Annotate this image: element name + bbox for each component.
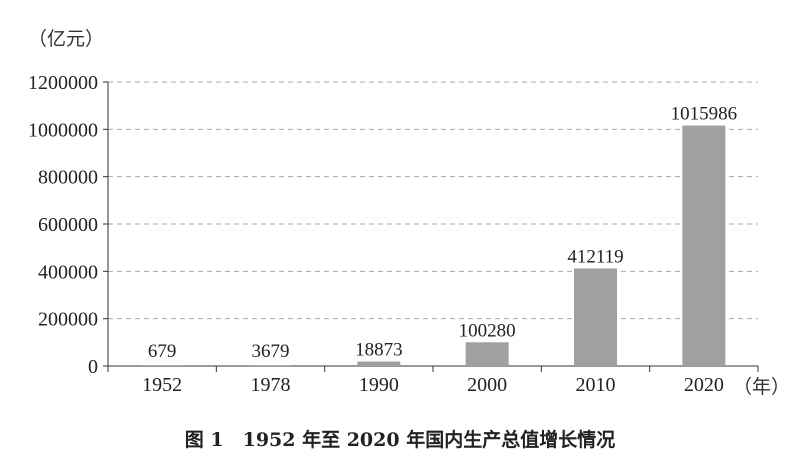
y-tick-label: 400000 bbox=[38, 261, 98, 283]
y-tick-label: 800000 bbox=[38, 167, 98, 189]
bar-1990 bbox=[357, 361, 401, 366]
bar-2000 bbox=[465, 342, 509, 366]
y-axis-unit: （亿元） bbox=[28, 28, 105, 50]
y-tick-label: 1200000 bbox=[28, 72, 98, 94]
y-tick-label: 0 bbox=[88, 356, 98, 378]
y-tick-label: 1000000 bbox=[28, 119, 98, 141]
x-tick-label-1978: 1978 bbox=[251, 374, 291, 396]
bar-2010 bbox=[574, 268, 617, 366]
x-tick-label-2000: 2000 bbox=[467, 374, 507, 396]
bar-2020 bbox=[682, 125, 726, 366]
x-axis-unit: （年） bbox=[733, 376, 791, 398]
data-label-1990: 18873 bbox=[355, 340, 403, 361]
data-label-2000: 100280 bbox=[459, 320, 516, 341]
x-tick-label-2020: 2020 bbox=[684, 374, 724, 396]
data-label-1952: 679 bbox=[148, 341, 177, 362]
y-tick-label: 200000 bbox=[38, 309, 98, 331]
bar-1978 bbox=[249, 365, 292, 366]
x-tick-label-2010: 2010 bbox=[576, 374, 616, 396]
data-label-2010: 412119 bbox=[567, 246, 623, 267]
data-label-1978: 3679 bbox=[252, 341, 290, 362]
x-tick-label-1990: 1990 bbox=[359, 374, 399, 396]
x-tick-label-1952: 1952 bbox=[142, 374, 182, 396]
chart-title: 图 1 1952 年至 2020 年国内生产总值增长情况 bbox=[184, 429, 616, 451]
y-tick-label: 600000 bbox=[38, 214, 98, 236]
data-label-2020: 1015986 bbox=[671, 104, 738, 125]
